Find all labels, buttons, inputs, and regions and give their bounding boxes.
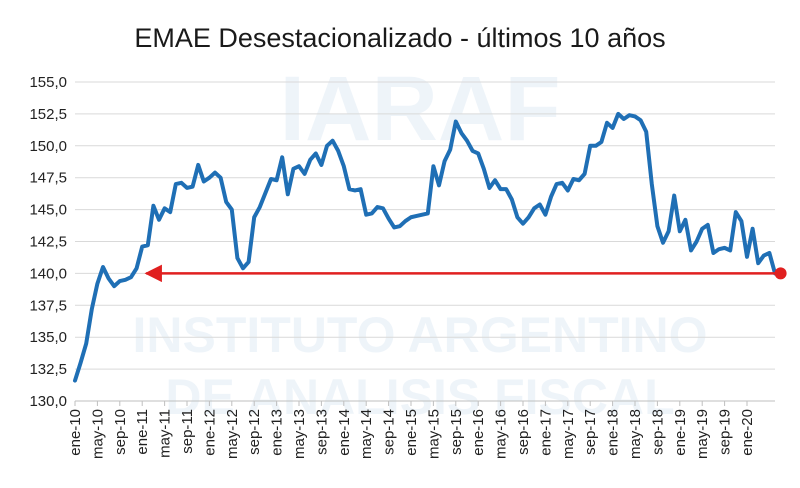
- x-tick-label: ene-10: [67, 409, 84, 456]
- watermark-logo: IARAF: [279, 58, 560, 160]
- x-tick-label: sep-14: [381, 409, 398, 455]
- x-axis: ene-10 may-10 sep-10 ene-11 may-11 sep-11 ene-…: [67, 400, 775, 459]
- x-tick-label: may-16: [493, 409, 510, 459]
- series-layer: [73, 111, 777, 383]
- x-tick-label: may-15: [425, 409, 442, 459]
- x-tick-label: sep-17: [582, 409, 599, 455]
- x-tick-label: ene-17: [537, 409, 554, 456]
- x-tick-label: ene-12: [201, 409, 218, 456]
- watermark-line-2: DE ANALISIS FISCAL: [165, 369, 674, 425]
- x-tick-label: may-13: [291, 409, 308, 459]
- x-tick-label: ene-15: [403, 409, 420, 456]
- x-tick-label: ene-11: [134, 409, 151, 455]
- x-tick-label: sep-13: [313, 409, 330, 455]
- y-tick-label: 145,0: [29, 202, 67, 219]
- x-tick-label: ene-14: [336, 409, 353, 456]
- x-tick-label: ene-16: [470, 409, 487, 456]
- chart-title: EMAE Desestacionalizado - últimos 10 año…: [134, 23, 665, 53]
- y-tick-label: 140,0: [29, 265, 67, 282]
- y-tick-label: 152,5: [29, 106, 67, 123]
- y-tick-label: 137,5: [29, 297, 67, 314]
- x-tick-label: may-18: [627, 409, 644, 459]
- x-tick-label: sep-11: [179, 409, 196, 454]
- x-tick-label: sep-19: [717, 409, 734, 455]
- x-tick-label: ene-20: [739, 409, 756, 456]
- x-tick-label: ene-13: [269, 409, 286, 456]
- y-tick-label: 135,0: [29, 329, 67, 346]
- reference-point: [774, 267, 787, 280]
- series-line: [73, 111, 777, 383]
- x-tick-label: sep-15: [448, 409, 465, 455]
- x-tick-label: may-11: [157, 409, 174, 458]
- x-tick-label: ene-19: [672, 409, 689, 456]
- y-axis: 130,0 132,5 135,0 137,5 140,0 142,5 145,0 147,5…: [29, 74, 67, 410]
- y-tick-label: 147,5: [29, 170, 67, 187]
- y-tick-label: 130,0: [29, 393, 67, 410]
- x-tick-label: may-12: [224, 409, 241, 459]
- x-tick-label: may-17: [560, 409, 577, 459]
- watermark: IARAF INSTITUTO ARGENTINO DE ANALISIS FI…: [133, 58, 708, 425]
- y-tick-label: 150,0: [29, 138, 67, 155]
- x-tick-label: sep-18: [649, 409, 666, 455]
- x-tick-label: may-10: [89, 409, 106, 459]
- x-tick-label: sep-10: [112, 409, 129, 455]
- x-tick-label: sep-16: [515, 409, 532, 455]
- x-tick-label: may-14: [358, 409, 375, 459]
- x-tick-label: sep-12: [246, 409, 263, 455]
- y-tick-label: 132,5: [29, 361, 67, 378]
- x-tick-label: may-19: [694, 409, 711, 459]
- watermark-line-1: INSTITUTO ARGENTINO: [133, 307, 708, 363]
- y-tick-label: 155,0: [29, 74, 67, 91]
- y-tick-label: 142,5: [29, 234, 67, 251]
- x-tick-label: ene-18: [605, 409, 622, 456]
- annotation-layer: [144, 264, 787, 283]
